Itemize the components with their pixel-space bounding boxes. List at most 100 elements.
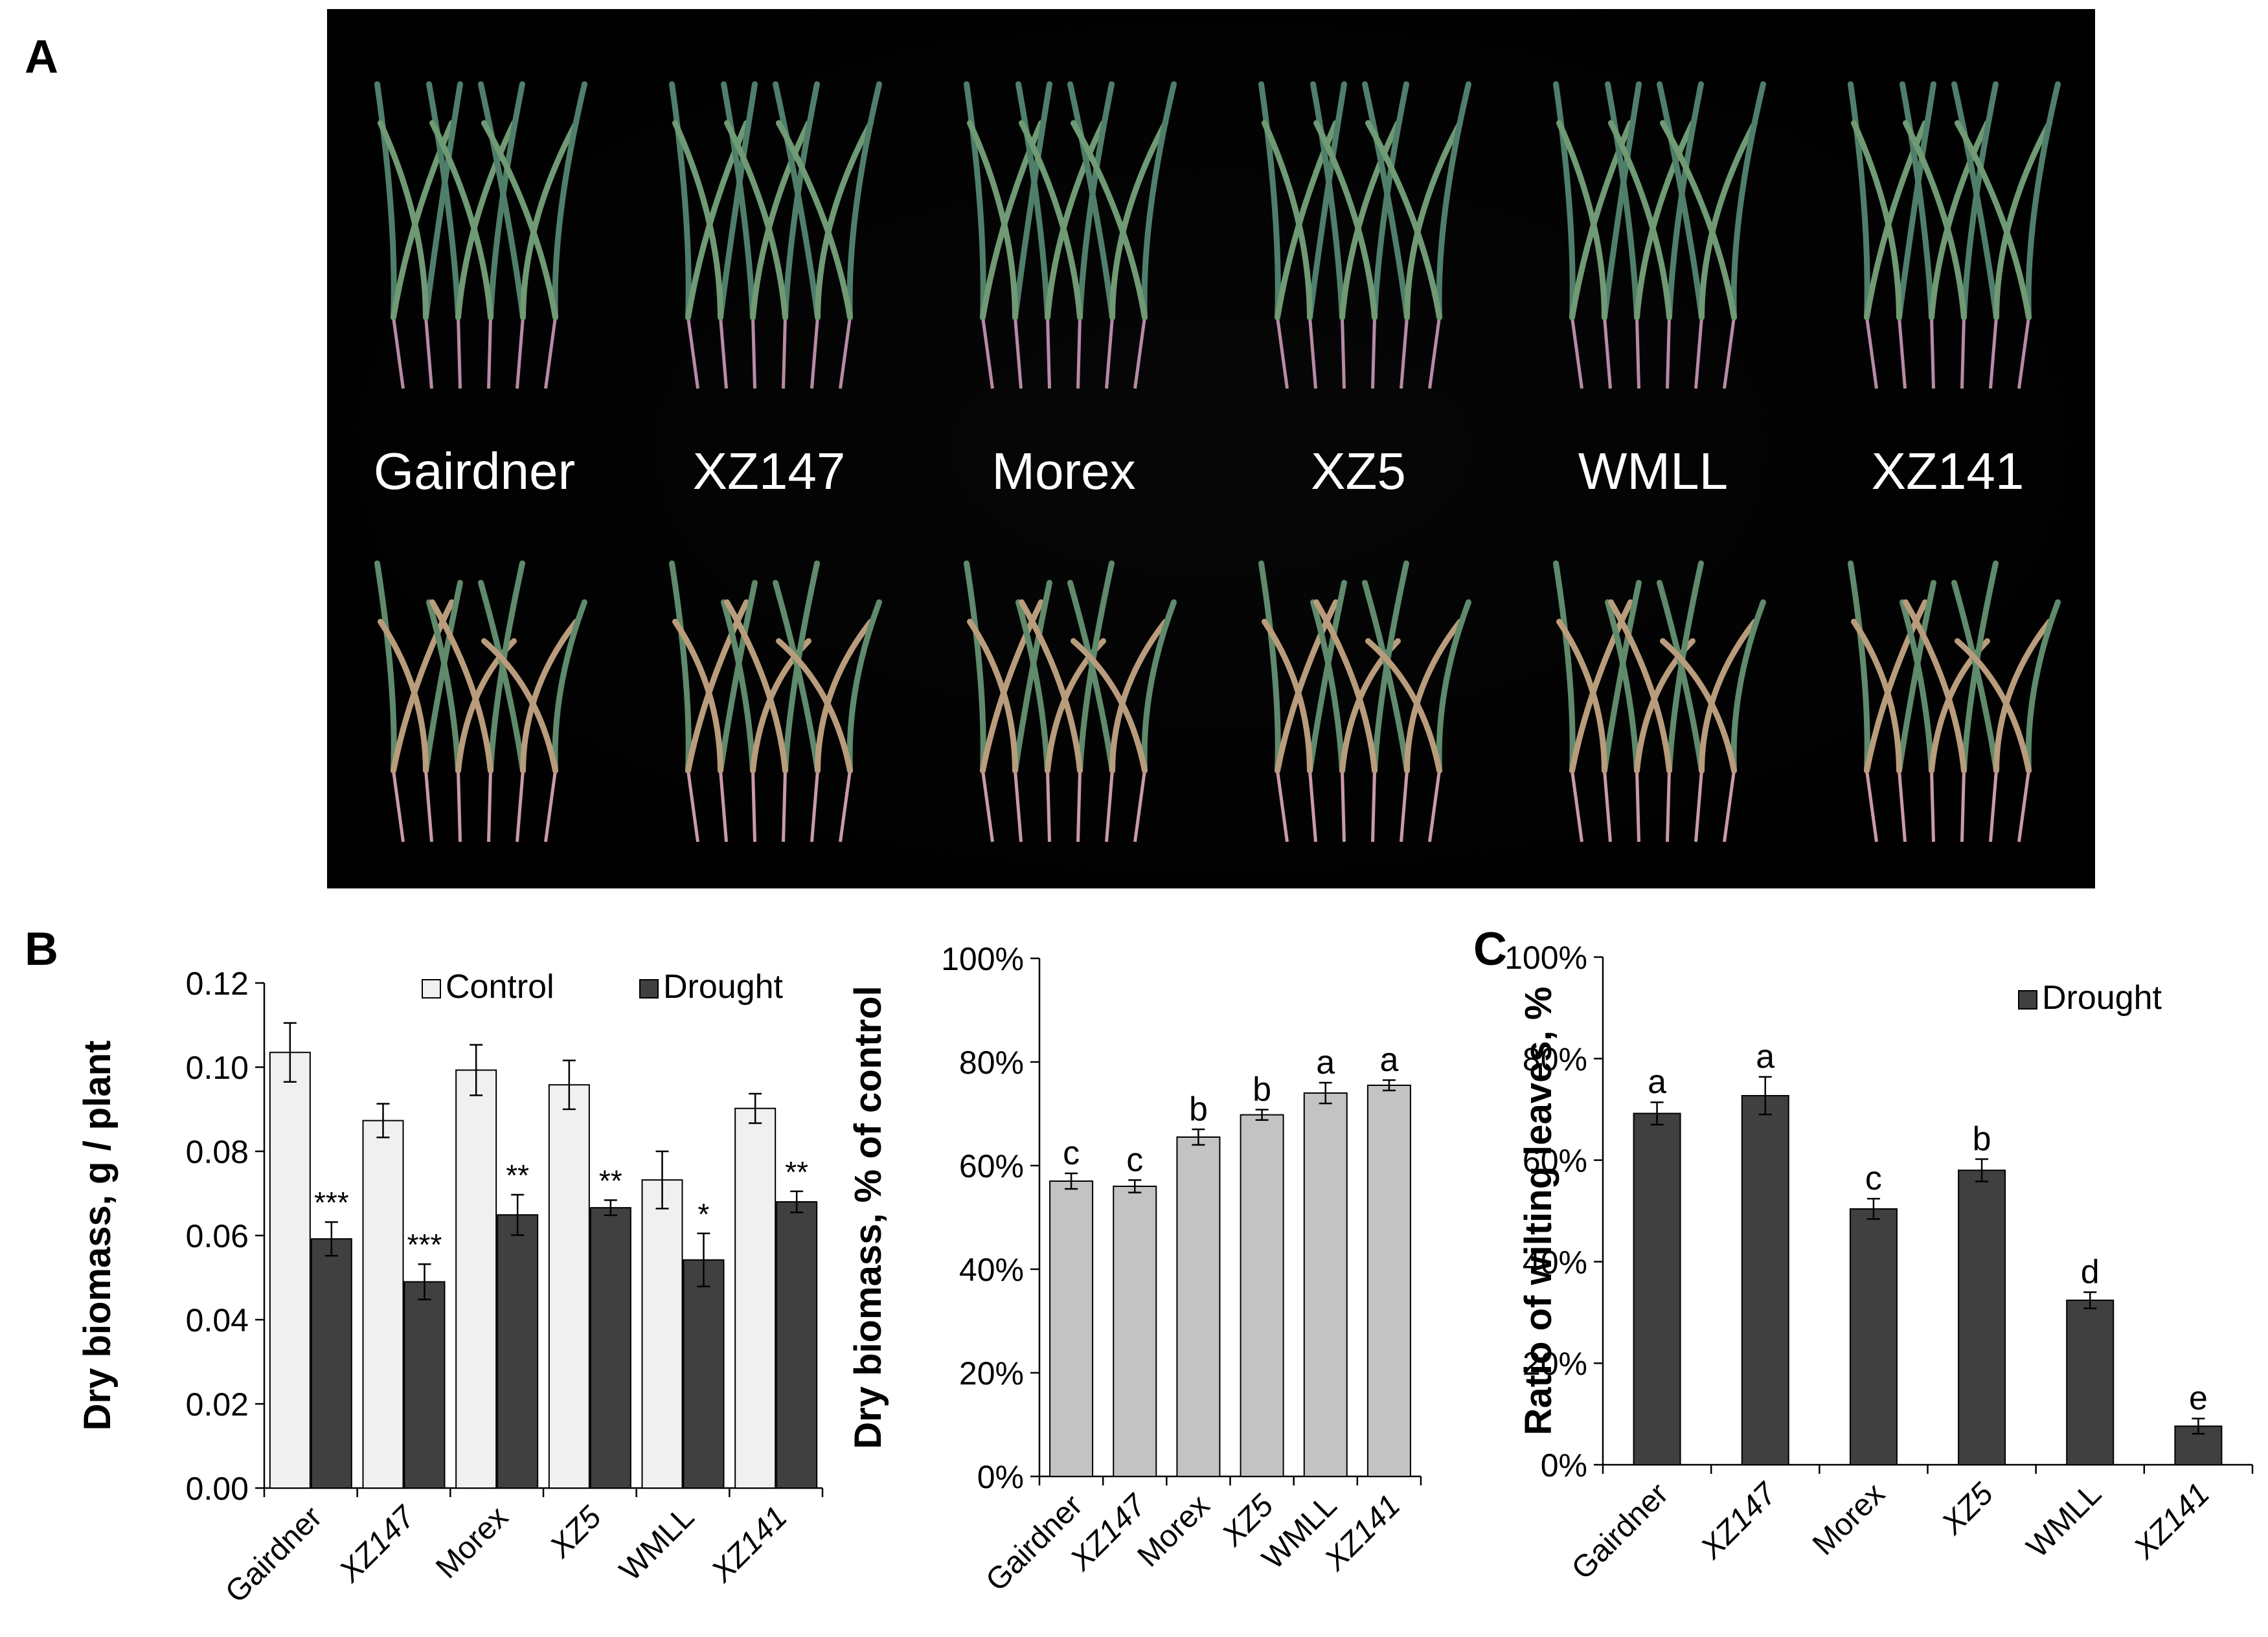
seedling-leaf: [481, 120, 558, 321]
seedling-drawings: [374, 81, 2061, 842]
seedling-leaf: [423, 580, 463, 774]
seedling-stem: [1898, 317, 1907, 389]
seedling-leaf: [1372, 81, 1409, 321]
seedling-leaf: [1903, 120, 1967, 321]
seedling-leaf: [426, 81, 461, 321]
bar-control-morex: [455, 1069, 497, 1489]
bar-drought-control-xz141: [1366, 1085, 1411, 1477]
seedling-leaf: [1660, 120, 1737, 321]
seedling-leaf: [478, 580, 526, 774]
seedling-leaf: [1436, 599, 1471, 774]
category-label: WMLL: [613, 1500, 701, 1588]
seedling-leaf: [1077, 560, 1115, 774]
legend-swatch: [422, 979, 441, 999]
seedling-stem: [782, 770, 787, 842]
seedling-leaf: [1071, 638, 1148, 774]
seedling-leaf: [1993, 120, 2052, 321]
genotype-label: Gairdner: [374, 442, 575, 500]
seedling-stem: [1989, 770, 1998, 842]
y-tick-label: 20%: [959, 1355, 1024, 1392]
seedling-leaf: [773, 81, 821, 321]
seedling-stem: [1371, 770, 1376, 842]
significance-label: b: [1253, 1071, 1271, 1109]
significance-label: c: [1063, 1135, 1080, 1172]
seedling-stem: [810, 770, 819, 842]
y-axis-label: Dry biomass, g / plant: [76, 1041, 119, 1431]
seedling-stem: [1723, 317, 1736, 389]
seedling-leaf: [1553, 81, 1576, 321]
seedling-stem: [839, 770, 852, 842]
bar-control-wmll: [641, 1179, 683, 1489]
bar-control-xz147: [362, 1120, 404, 1489]
seedling-leaf: [1012, 580, 1052, 774]
seedling-leaf: [672, 618, 723, 774]
seedling-stem: [1276, 770, 1289, 842]
category-label: XZ5: [1934, 1476, 2000, 1542]
seedling-stem: [1076, 770, 1082, 842]
seedling-stem: [1723, 770, 1736, 842]
legend-swatch: [639, 979, 659, 999]
seedling-stem: [981, 317, 994, 389]
chart-wilting-leaves: 0% 20% 40% 60% 80% 100% Ratio of wilting leave…: [1504, 940, 2254, 1586]
seedling-leaf: [2025, 81, 2061, 321]
seedling-stem: [424, 770, 433, 842]
seedling-leaf: [1015, 81, 1050, 321]
seedling-stem: [1105, 317, 1114, 389]
seedling-leaf: [782, 560, 820, 774]
bar-control-xz5: [548, 1084, 590, 1489]
seedling-stem: [1865, 317, 1878, 389]
seedling-leaf: [1896, 81, 1936, 321]
seedling-leaf: [1605, 81, 1640, 321]
bar-drought-morex: [497, 1214, 539, 1489]
seedling-leaf: [1955, 638, 2032, 774]
genotype-labels: Gairdner XZ147 Morex XZ5 WMLL XZ141: [374, 442, 2024, 500]
seedling-stem: [1898, 770, 1907, 842]
seedling-leaf: [1339, 120, 1401, 321]
seedling-stem: [544, 317, 557, 389]
seedling-stem: [1960, 317, 1966, 389]
panel-label-b: B: [25, 923, 58, 975]
seedling-leaf: [1666, 81, 1704, 321]
seedling-leaf: [1605, 599, 1640, 774]
seedling-photo-panel: Control Drought Gairdner XZ147 Morex XZ5 WML…: [251, 9, 2095, 888]
seedling-leaf: [1903, 599, 1967, 774]
seedling-leaf: [964, 81, 986, 321]
seedling-leaf: [1608, 120, 1672, 321]
significance-label: a: [1648, 1063, 1666, 1101]
seedling-leaf: [1258, 560, 1281, 774]
seedling-stem: [1308, 770, 1317, 842]
seedling-leaf: [1929, 120, 1990, 321]
seedling-stem: [1308, 317, 1317, 389]
seedling-stem: [1989, 317, 1998, 389]
seedling-leaf: [1951, 580, 1999, 774]
bar-drought-wmll: [683, 1259, 725, 1489]
y-tick-label: 0%: [977, 1459, 1024, 1495]
seedling-leaf: [1109, 618, 1168, 774]
y-tick-label: 60%: [1523, 1143, 1587, 1179]
seedling-stem: [1571, 770, 1583, 842]
seedling-leaf: [1848, 560, 1870, 774]
seedling-leaf: [423, 81, 463, 321]
seedling-stem: [751, 770, 756, 842]
y-tick-label: 0.04: [186, 1302, 249, 1338]
y-tick-label: 20%: [1523, 1346, 1587, 1382]
seedling-leaf: [1019, 120, 1083, 321]
seedling-stem: [1341, 770, 1346, 842]
y-tick-label: 0.08: [186, 1134, 249, 1170]
seedling-leaf: [1141, 81, 1177, 321]
seedling-leaf: [672, 120, 723, 321]
bar-drought-xz5: [589, 1207, 631, 1489]
seedling-stem: [1428, 317, 1441, 389]
seedling-stem: [751, 317, 756, 389]
y-tick-label: 80%: [1523, 1041, 1587, 1078]
seedling-stem: [719, 770, 728, 842]
seedling-leaf: [1077, 81, 1115, 321]
seedling-leaf: [1141, 599, 1177, 774]
seedling-leaf: [1899, 599, 1934, 774]
seedling-leaf: [1019, 599, 1083, 774]
category-label: WMLL: [2020, 1476, 2108, 1564]
seedling-leaf: [1404, 618, 1463, 774]
seedling-stem: [1930, 770, 1935, 842]
seedling-leaf: [1602, 580, 1642, 774]
seedling-leaf: [426, 599, 461, 774]
